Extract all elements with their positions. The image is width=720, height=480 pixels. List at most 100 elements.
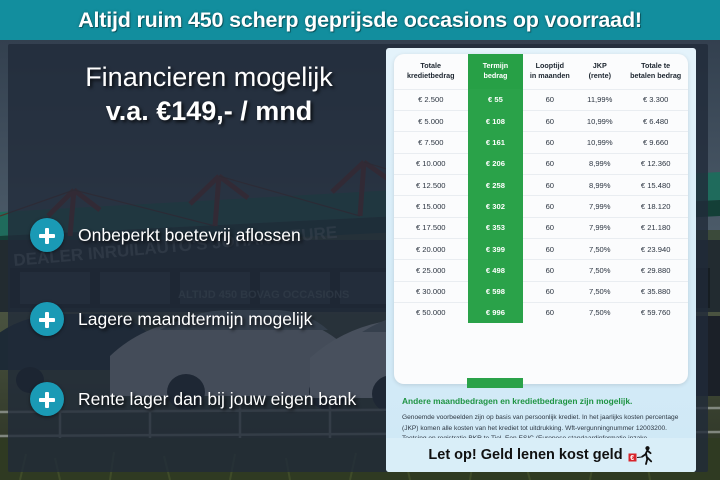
cell-r7-c0: € 20.000: [394, 237, 468, 260]
cell-r5-c2: 60: [523, 195, 577, 218]
table-row: € 20.000 € 399 60 7,50% € 23.940: [394, 237, 688, 260]
table-row: € 12.500 € 258 60 8,99% € 15.480: [394, 174, 688, 196]
cell-r8-c0: € 25.000: [394, 259, 468, 282]
cell-r10-c3: 7,50%: [576, 301, 624, 324]
column-header-jkp: JKP (rente): [576, 54, 623, 89]
cell-r9-c4: € 35.880: [623, 280, 688, 303]
cell-r6-c4: € 21.180: [623, 216, 688, 239]
cell-r0-c4: € 3.300: [623, 88, 688, 111]
cell-r8-c4: € 29.880: [623, 259, 688, 282]
cell-r1-c0: € 5.000: [394, 110, 468, 132]
header-line-2: (rente): [588, 71, 611, 81]
cell-r7-c3: 7,50%: [576, 237, 624, 260]
header-line-2: betalen bedrag: [630, 71, 682, 81]
rate-table-body: € 2.500 € 55 60 11,99% € 3.300 € 5.000 € 108 60…: [394, 88, 688, 324]
cell-r2-c1: € 161: [467, 131, 524, 154]
table-header-row: Totale kredietbedrag Termijn bedrag Loop…: [394, 54, 688, 90]
rate-table: Totale kredietbedrag Termijn bedrag Loop…: [394, 54, 688, 324]
benefit-item-1[interactable]: Onbeperkt boetevrij aflossen: [30, 218, 380, 252]
highlight-column-tail: [467, 378, 523, 388]
svg-text:€: €: [630, 455, 634, 462]
cell-r5-c3: 7,99%: [576, 195, 624, 218]
cell-r7-c2: 60: [523, 237, 577, 260]
header-line-2: in maanden: [529, 71, 570, 81]
cell-r2-c3: 10,99%: [576, 131, 624, 154]
cell-r7-c4: € 23.940: [623, 237, 688, 260]
header-line-2: kredietbedrag: [406, 71, 455, 81]
cell-r6-c1: € 353: [467, 216, 524, 239]
header-line-1: Totale: [420, 61, 442, 70]
header-line-2: bedrag: [483, 71, 508, 81]
cell-r5-c0: € 15.000: [394, 195, 468, 218]
table-row: € 30.000 € 598 60 7,50% € 35.880: [394, 280, 688, 303]
benefit-item-2[interactable]: Lagere maandtermijn mogelijk: [30, 302, 380, 336]
cell-r1-c1: € 108: [467, 110, 524, 132]
cell-r8-c3: 7,50%: [576, 259, 624, 282]
plus-icon: [30, 218, 64, 252]
legal-warning-text: Let op! Geld lenen kost geld: [428, 447, 623, 463]
cell-r8-c1: € 498: [467, 259, 524, 282]
table-row: € 5.000 € 108 60 10,99% € 6.480: [394, 110, 688, 132]
headline-line-2: v.a. €149,- / mnd: [105, 96, 313, 127]
running-man-money-icon: €: [628, 445, 654, 465]
cell-r6-c0: € 17.500: [394, 216, 468, 239]
column-header-looptijd: Looptijd in maanden: [523, 54, 576, 89]
plus-icon: [30, 382, 64, 416]
cell-r9-c2: 60: [523, 280, 577, 303]
cell-r0-c2: 60: [523, 88, 577, 111]
cell-r5-c1: € 302: [467, 195, 524, 218]
header-line-1: JKP: [592, 61, 607, 70]
rate-table-card: Totale kredietbedrag Termijn bedrag Loop…: [394, 54, 688, 384]
cell-r1-c3: 10,99%: [576, 110, 624, 132]
cell-r1-c2: 60: [523, 110, 577, 132]
cell-r10-c2: 60: [523, 301, 577, 324]
cell-r9-c1: € 598: [467, 280, 524, 303]
column-header-totale-te-betalen: Totale te betalen bedrag: [623, 54, 688, 89]
cell-r1-c4: € 6.480: [623, 110, 688, 132]
cell-r2-c2: 60: [523, 131, 577, 154]
header-line-1: Termijn: [482, 61, 509, 70]
cell-r0-c3: 11,99%: [576, 88, 624, 111]
benefit-item-3[interactable]: Rente lager dan bij jouw eigen bank: [30, 382, 380, 416]
header-line-1: Looptijd: [535, 61, 564, 70]
top-banner: Altijd ruim 450 scherp geprijsde occasio…: [0, 0, 720, 40]
cell-r4-c1: € 258: [467, 174, 524, 196]
cell-r9-c3: 7,50%: [576, 280, 624, 303]
cell-r8-c2: 60: [523, 259, 577, 282]
table-row: € 25.000 € 498 60 7,50% € 29.880: [394, 259, 688, 282]
cell-r7-c1: € 399: [467, 237, 524, 260]
column-header-termijn-bedrag: Termijn bedrag: [467, 54, 524, 90]
benefits-column: Financieren mogelijk v.a. €149,- / mnd O…: [0, 40, 385, 480]
financing-info-card: Totale kredietbedrag Termijn bedrag Loop…: [386, 48, 696, 472]
column-header-totale-kredietbedrag: Totale kredietbedrag: [394, 54, 468, 89]
cell-r3-c3: 8,99%: [576, 152, 624, 175]
benefit-label: Lagere maandtermijn mogelijk: [78, 308, 313, 329]
cell-r4-c4: € 15.480: [623, 174, 688, 196]
cell-r3-c1: € 206: [467, 152, 524, 175]
cell-r9-c0: € 30.000: [394, 280, 468, 303]
fineprint-heading: Andere maandbedragen en kredietbedragen …: [402, 396, 633, 406]
table-row: € 10.000 € 206 60 8,99% € 12.360: [394, 152, 688, 175]
table-row: € 2.500 € 55 60 11,99% € 3.300: [394, 88, 688, 111]
headline-block: Financieren mogelijk v.a. €149,- / mnd: [34, 62, 384, 128]
cell-r2-c0: € 7.500: [394, 131, 468, 154]
benefit-label: Rente lager dan bij jouw eigen bank: [78, 388, 357, 409]
table-row: € 50.000 € 996 60 7,50% € 59.760: [394, 301, 688, 324]
cell-r5-c4: € 18.120: [623, 195, 688, 218]
table-row: € 15.000 € 302 60 7,99% € 18.120: [394, 195, 688, 218]
cell-r3-c0: € 10.000: [394, 152, 468, 175]
cell-r0-c1: € 55: [467, 88, 524, 111]
banner-headline: Altijd ruim 450 scherp geprijsde occasio…: [78, 7, 642, 32]
cell-r10-c1: € 996: [467, 301, 524, 324]
table-row: € 17.500 € 353 60 7,99% € 21.180: [394, 216, 688, 239]
cell-r3-c2: 60: [523, 152, 577, 175]
cell-r2-c4: € 9.660: [623, 131, 688, 154]
header-line-1: Totale te: [641, 61, 671, 70]
benefit-label: Onbeperkt boetevrij aflossen: [78, 224, 301, 245]
table-row: € 7.500 € 161 60 10,99% € 9.660: [394, 131, 688, 154]
headline-line-1: Financieren mogelijk: [85, 62, 333, 92]
legal-warning-bar: Let op! Geld lenen kost geld €: [386, 438, 696, 472]
cell-r10-c0: € 50.000: [394, 301, 468, 324]
cell-r0-c0: € 2.500: [394, 88, 468, 111]
